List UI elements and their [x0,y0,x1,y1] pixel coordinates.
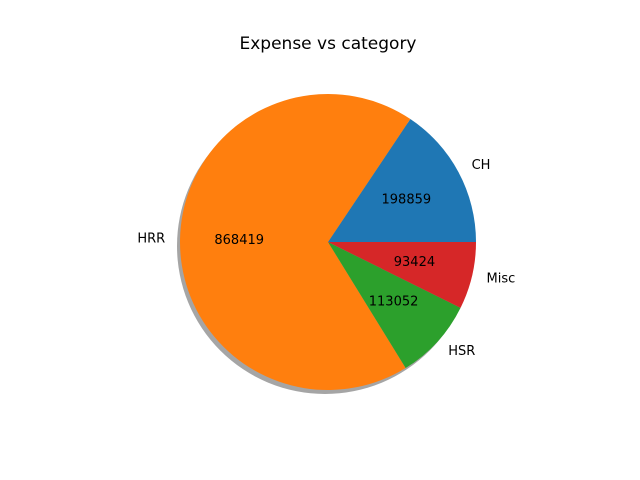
pie-labels: CH 198859 HRR 868419 HSR 113052 Misc 93424 [137,158,515,359]
value-label-hrr: 868419 [214,233,264,248]
value-label-hsr: 113052 [369,294,419,309]
pie-slice-ch [328,119,476,242]
pie-slice-hsr [328,242,461,368]
pie-slice-hrr [179,94,411,391]
chart-title: Expense vs category [240,34,417,54]
pie-slices [179,94,476,391]
value-label-misc: 93424 [394,255,435,270]
pie-slice-misc [328,242,476,308]
category-label-hrr: HRR [137,231,165,246]
value-label-ch: 198859 [382,193,432,208]
category-label-hsr: HSR [448,344,475,359]
category-label-misc: Misc [486,272,515,287]
category-label-ch: CH [472,158,491,173]
